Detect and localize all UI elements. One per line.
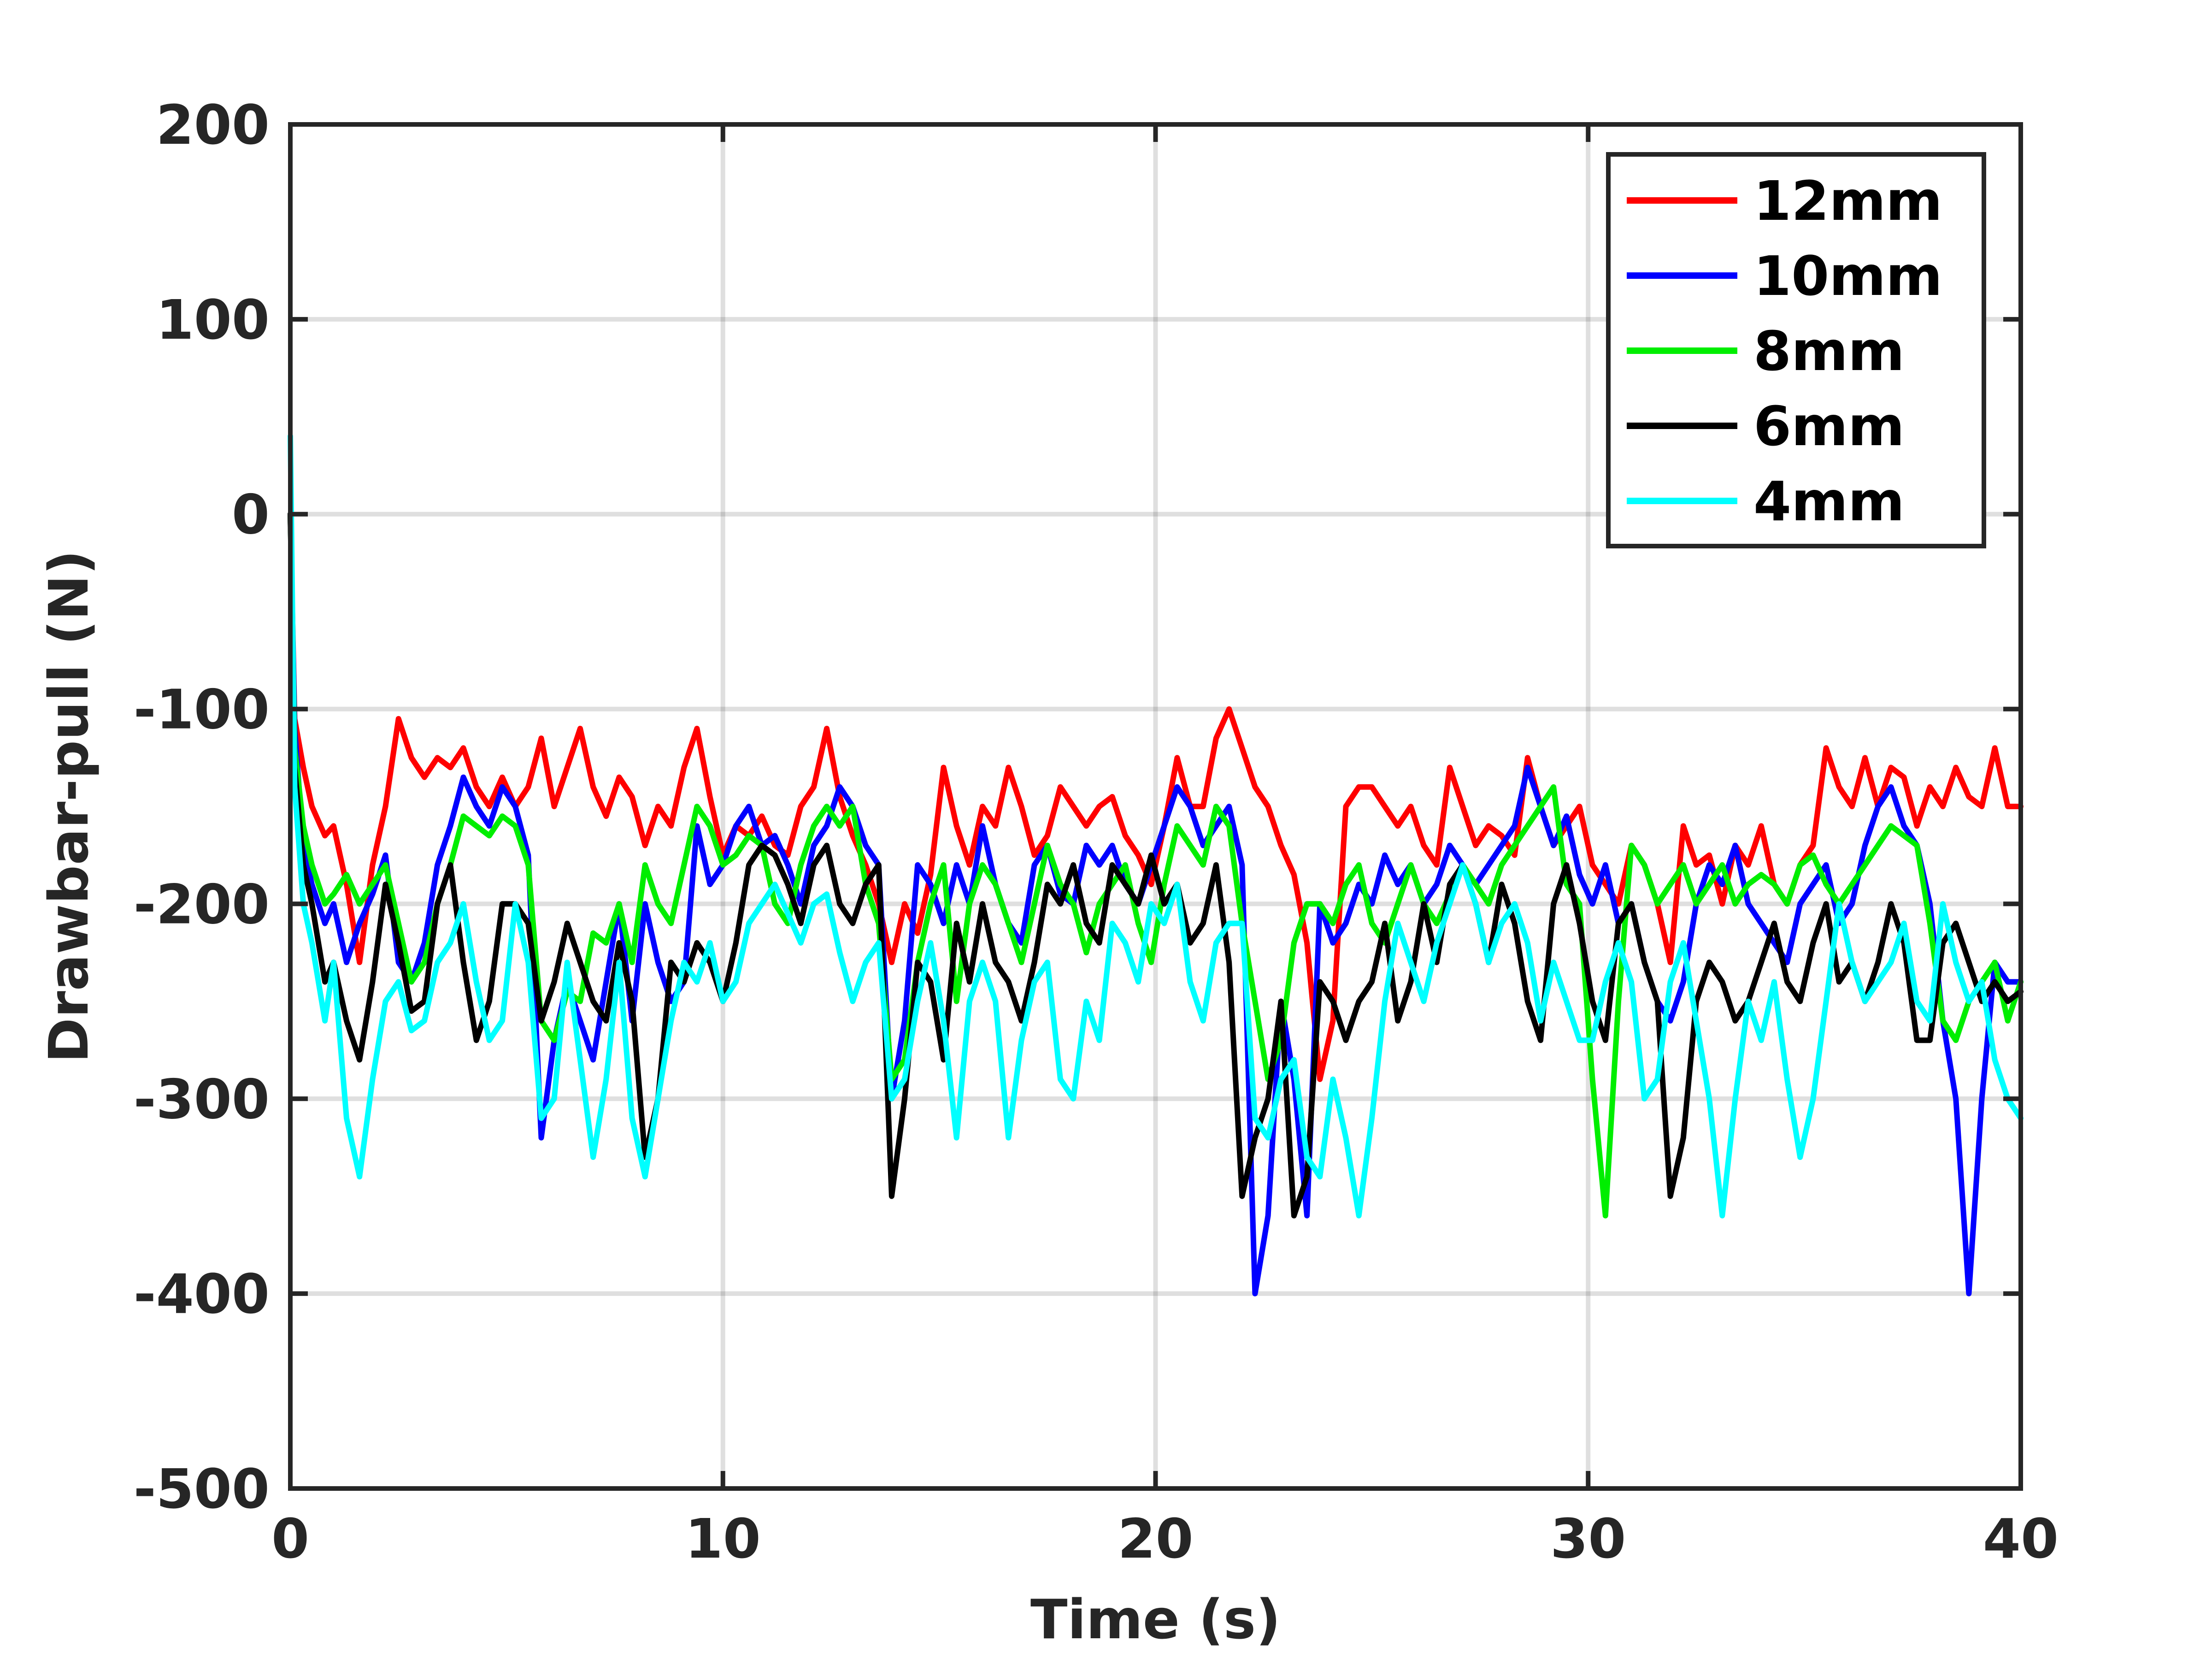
legend-entry: 8mm bbox=[1627, 319, 1905, 383]
x-tick-label: 40 bbox=[1983, 1507, 2059, 1571]
y-tick-label: -100 bbox=[134, 678, 270, 741]
y-tick-label: 0 bbox=[232, 483, 270, 547]
x-tick-label: 30 bbox=[1550, 1507, 1626, 1571]
y-tick-label: -300 bbox=[134, 1067, 270, 1131]
x-axis-title: Time (s) bbox=[1030, 1588, 1281, 1651]
legend-label: 4mm bbox=[1753, 470, 1905, 533]
series-line-6mm bbox=[288, 511, 2024, 1218]
x-tick-label: 10 bbox=[685, 1507, 761, 1571]
legend-label: 10mm bbox=[1753, 244, 1942, 308]
x-tick-label: 0 bbox=[271, 1507, 309, 1571]
legend-entry: 4mm bbox=[1627, 470, 1905, 533]
y-tick-label: -400 bbox=[134, 1262, 270, 1326]
legend-entry: 6mm bbox=[1627, 394, 1905, 458]
x-tick-label: 20 bbox=[1118, 1507, 1193, 1571]
series-line-4mm bbox=[288, 433, 2024, 1218]
axis-ticks: 0 10 20 30 40 -500 -400 -300 -200 -100 0 100 200 bbox=[134, 93, 2059, 1571]
plot-lines bbox=[288, 433, 2024, 1297]
legend-entry: 12mm bbox=[1627, 169, 1942, 233]
legend-entry: 10mm bbox=[1627, 244, 1942, 308]
y-tick-label: -500 bbox=[134, 1457, 270, 1521]
y-tick-label: 200 bbox=[156, 93, 270, 157]
y-tick-label: -200 bbox=[134, 872, 270, 936]
legend-label: 8mm bbox=[1753, 319, 1905, 383]
legend-label: 12mm bbox=[1753, 169, 1942, 233]
y-axis-title: Drawbar-pull (N) bbox=[37, 550, 100, 1063]
y-tick-label: 100 bbox=[156, 288, 270, 352]
legend-label: 6mm bbox=[1753, 394, 1905, 458]
legend: 12mm 10mm 8mm 6mm 4mm bbox=[1606, 152, 1986, 548]
